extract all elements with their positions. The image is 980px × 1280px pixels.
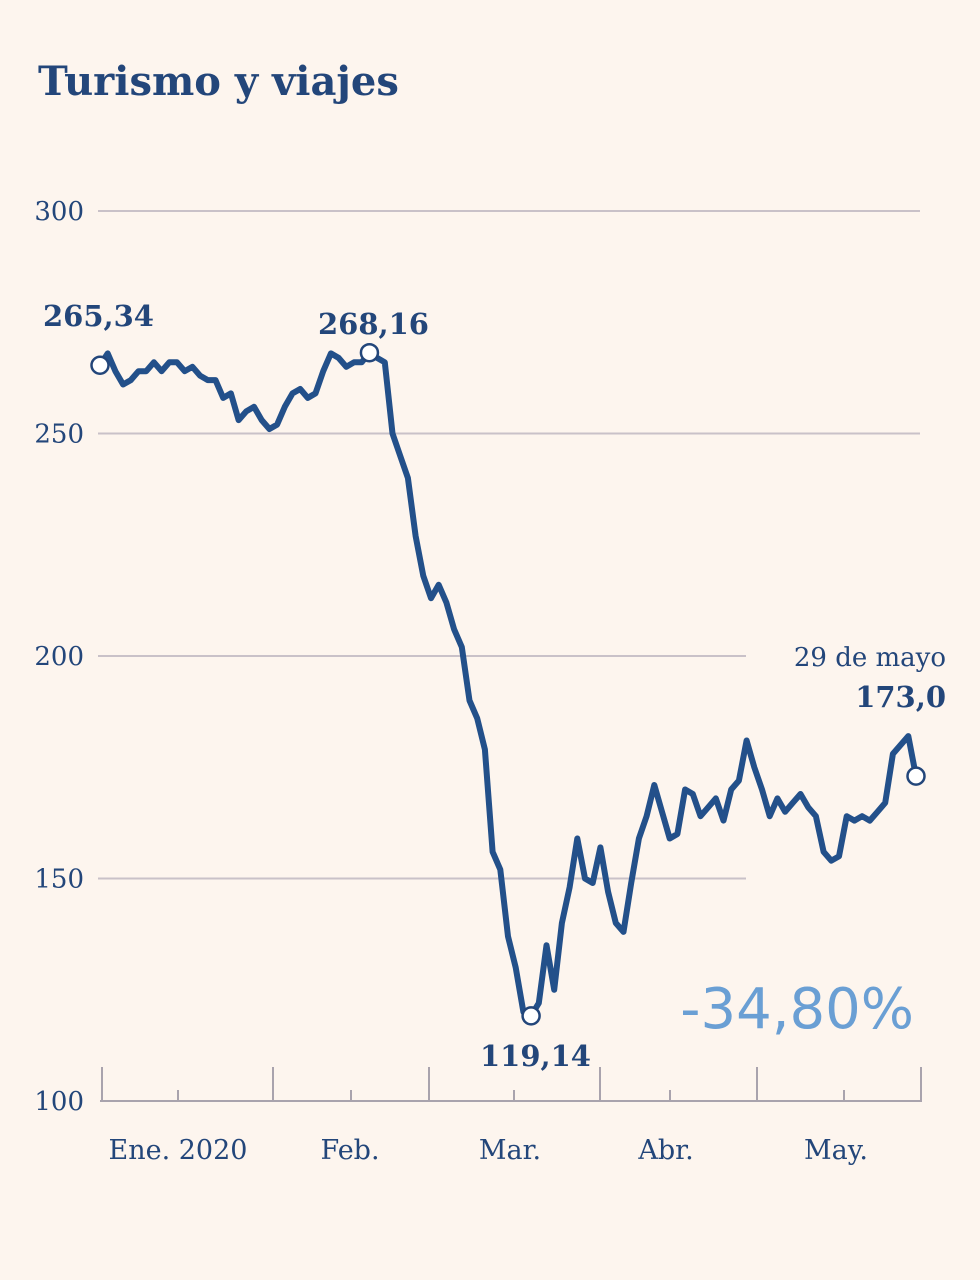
end-value-label: 173,0 [855, 680, 946, 714]
x-tick-label-2: Mar. [479, 1135, 541, 1166]
min-value-label: 119,14 [480, 1039, 591, 1073]
percent-change-label: -34,80% [680, 977, 914, 1042]
x-tick-label-0: Ene. 2020 [109, 1135, 248, 1166]
x-tick-label-4: May. [804, 1135, 868, 1166]
point-markers [90, 342, 926, 1026]
chart-title: Turismo y viajes [38, 58, 399, 105]
start-point-marker [90, 355, 110, 375]
start-value-label: 265,34 [43, 299, 154, 333]
y-tick-label-200: 200 [34, 642, 84, 672]
x-tick-label-1: Feb. [320, 1135, 379, 1166]
x-tick-label-3: Abr. [637, 1135, 693, 1166]
max-value-label: 268,16 [318, 307, 429, 341]
y-tick-label-300: 300 [34, 197, 84, 227]
series-line [97, 349, 919, 1019]
end-point-marker [906, 766, 926, 786]
y-tick-label-250: 250 [34, 420, 84, 450]
end-date-label: 29 de mayo [794, 643, 946, 673]
min-point-marker [521, 1006, 541, 1026]
y-tick-label-100: 100 [34, 1087, 84, 1117]
y-tick-label-150: 150 [34, 865, 84, 895]
max-point-marker [359, 342, 380, 363]
x-axis-month-ticks: Ene. 2020 Feb. Mar. Abr. May. [101, 1067, 922, 1166]
y-axis-ticks: 100 150 200 250 300 [34, 197, 84, 1117]
gridlines [98, 210, 920, 880]
